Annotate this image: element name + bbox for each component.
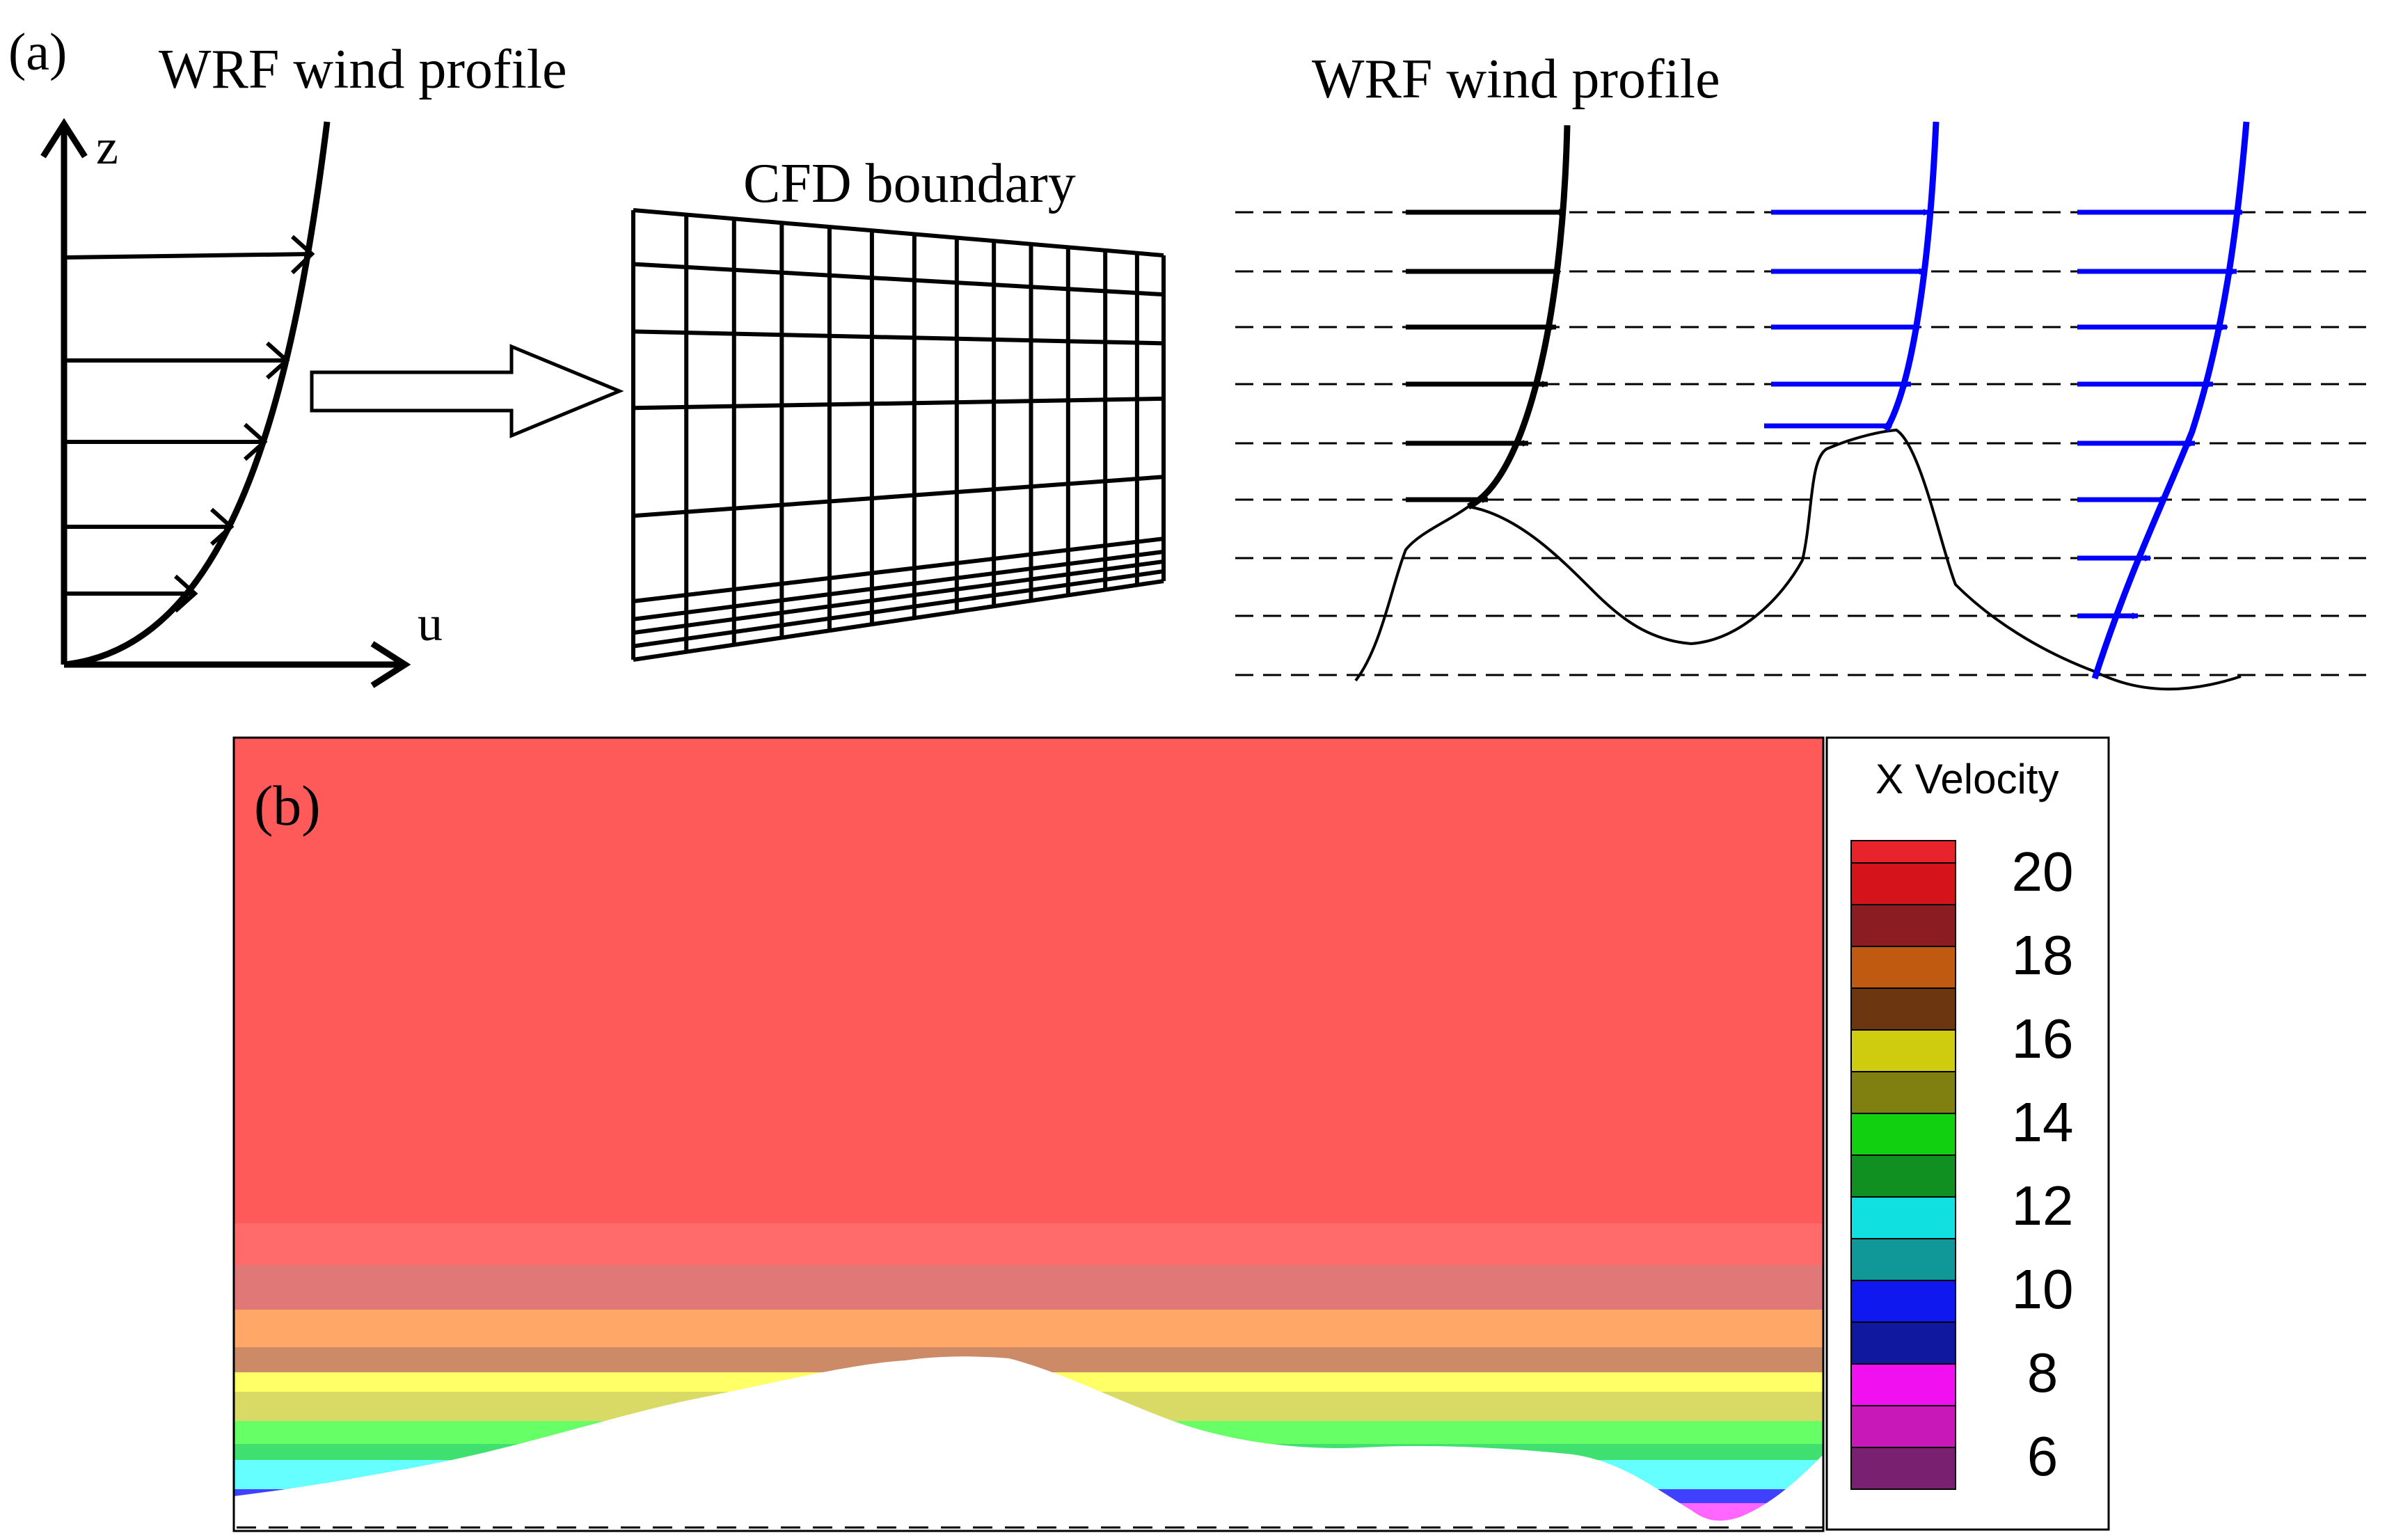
legend-tick-label: 14 [2012,1091,2074,1153]
legend-swatch [1850,1363,1956,1406]
field-frame [232,736,1825,1532]
transfer-arrow-icon [310,344,624,438]
terrain-profile-line [1354,428,2242,691]
grid-row-line [633,549,1164,621]
blue-wind-profile-curve-middle [1883,121,1940,432]
legend-swatch [1850,1113,1956,1156]
legend-swatch [1850,1029,1956,1072]
legend-tick-label: 8 [2027,1342,2059,1404]
profile-axes [40,118,411,688]
right-profile-title: WRF wind profile [1312,49,1720,110]
legend-swatch [1850,1238,1956,1281]
legend-swatch [1850,946,1956,989]
grid-row-line [633,579,1164,662]
panel-b: (b) X Velocity 20 18 16 14 12 10 8 6 [232,736,2110,1532]
legend-tick-labels: 20 18 16 14 12 10 8 6 [2012,841,2074,1487]
legend-colorbar [1850,840,1956,1490]
legend-tick-label: 12 [2012,1175,2074,1237]
legend-swatch [1850,840,1956,864]
legend-swatch [1850,1154,1956,1198]
velocity-band [234,1310,1823,1349]
velocity-band [234,738,1823,1225]
legend-swatch [1850,1071,1956,1114]
velocity-contour-field [234,738,1823,1530]
legend-tick-label: 20 [2012,841,2074,903]
panel-b-label: (b) [254,774,321,837]
height-levels [1235,211,2366,676]
grid-row-line [633,208,1164,257]
z-axis-label: z [96,119,118,175]
black-wind-profile-curve [1466,125,1571,510]
legend-swatch [1850,1280,1956,1323]
left-profile-curve [63,121,331,668]
grid-row-line [633,569,1164,649]
z-axis-arrowhead [40,118,88,159]
u-axis-arrowhead [370,641,411,688]
blue-wind-profile-curve-right [2091,121,2250,680]
legend-tick-label: 18 [2012,924,2074,986]
panel-a-label: (a) [8,23,67,81]
velocity-arrowhead [290,235,315,275]
blue-wind-arrows-middle [1764,212,1929,426]
terrain-mask [234,1356,1823,1530]
grid-row-line [633,329,1164,346]
velocity-arrowhead [210,507,235,546]
legend-swatch [1850,1196,1956,1239]
legend-tick-label: 16 [2012,1008,2074,1070]
cfd-boundary-title: CFD boundary [743,153,1076,214]
velocity-arrowhead [266,341,290,380]
left-profile-title: WRF wind profile [159,39,567,100]
legend-swatch [1850,987,1956,1031]
velocity-arrow [63,252,312,260]
velocity-band [234,1265,1823,1311]
grid-row-line [633,537,1164,603]
left-velocity-arrows [63,235,315,613]
blue-wind-arrows-right [2077,212,2242,616]
grid-row-line [633,262,1164,297]
velocity-arrowhead [244,422,268,461]
legend-tick-label: 6 [2027,1425,2059,1487]
legend-title: X Velocity [1876,756,2059,802]
legend-tick-label: 10 [2012,1258,2074,1320]
velocity-arrowhead [174,574,198,613]
panel-a: (a) WRF wind profile z u C [8,23,2366,691]
grid-row-line [633,475,1164,518]
legend-swatch [1850,904,1956,947]
grid-row-line [633,559,1164,635]
legend-swatch [1850,1321,1956,1365]
legend-swatch [1850,1447,1956,1490]
u-axis-label: u [418,596,443,651]
cfd-boundary-grid [631,208,1166,662]
legend-swatch [1850,1405,1956,1448]
grid-row-line [633,396,1164,411]
black-wind-arrows [1406,212,1564,500]
velocity-band [234,1223,1823,1267]
legend-swatch [1850,862,1956,905]
